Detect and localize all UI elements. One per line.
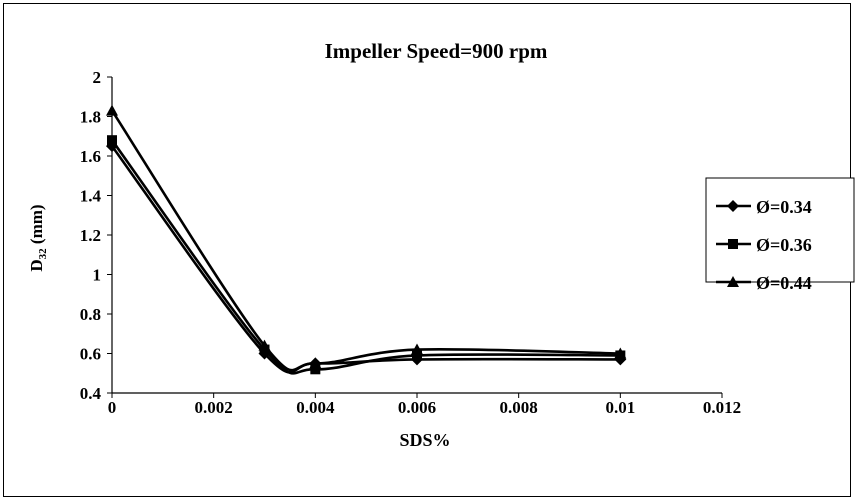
- legend: Ø=0.34 Ø=0.36 Ø=0.44: [705, 177, 855, 293]
- data-point-marker: [412, 350, 422, 361]
- series-line: [110, 139, 621, 375]
- x-axis-label: SDS%: [399, 430, 450, 450]
- x-tick-label: 0.008: [500, 398, 538, 417]
- chart-title: Impeller Speed=900 rpm: [325, 39, 548, 63]
- y-tick-label: 1.8: [80, 108, 101, 127]
- y-axis-label-suffix: (mm): [27, 204, 46, 248]
- series-group: [106, 104, 627, 375]
- y-tick-label: 1: [93, 266, 102, 285]
- series-1: [106, 140, 627, 374]
- series-line: [110, 109, 621, 372]
- data-point-marker: [107, 135, 117, 146]
- y-axis-label-subscript: 32: [37, 248, 49, 260]
- y-tick-label: 1.4: [80, 187, 102, 206]
- x-tick-label: 0.002: [195, 398, 233, 417]
- x-tick-label: 0.012: [703, 398, 741, 417]
- x-tick-label: 0: [108, 398, 117, 417]
- series-2: [107, 135, 626, 375]
- x-tick-label: 0.004: [296, 398, 335, 417]
- legend-box: [705, 177, 855, 283]
- x-tick-label: 0.006: [398, 398, 436, 417]
- y-tick-label: 1.2: [80, 226, 101, 245]
- y-axis-label-base: D: [27, 259, 46, 271]
- legend-marker: [728, 239, 738, 249]
- y-tick-label: 0.6: [80, 345, 101, 364]
- legend-label: Ø=0.44: [756, 273, 812, 293]
- legend-label: Ø=0.34: [756, 197, 812, 217]
- legend-marker: [727, 276, 739, 287]
- legend-marker: [727, 200, 739, 212]
- legend-item: Ø=0.34: [716, 197, 812, 217]
- y-axis-label: D32 (mm): [27, 204, 49, 271]
- legend-item: Ø=0.36: [716, 235, 812, 255]
- data-point-marker: [106, 104, 118, 116]
- data-point-marker: [411, 343, 423, 355]
- legend-label: Ø=0.36: [756, 235, 812, 255]
- data-point-marker: [309, 357, 322, 369]
- data-point-marker: [310, 364, 321, 375]
- y-tick-label: 2: [93, 68, 102, 87]
- y-tick-label: 0.4: [80, 384, 102, 403]
- data-point-marker: [258, 339, 271, 351]
- data-point-marker: [614, 347, 627, 359]
- y-tick-label: 0.8: [80, 305, 101, 324]
- legend-item: Ø=0.44: [716, 273, 812, 293]
- series-3: [106, 104, 627, 372]
- series-line: [110, 145, 621, 374]
- y-tick-label: 1.6: [80, 147, 101, 166]
- axes: 0.4 0.6 0.8 1 1.2 1.4 1.6 1.8 2 0 0.002 0.004 0.006 0…: [80, 68, 741, 417]
- x-tick-label: 0.01: [605, 398, 635, 417]
